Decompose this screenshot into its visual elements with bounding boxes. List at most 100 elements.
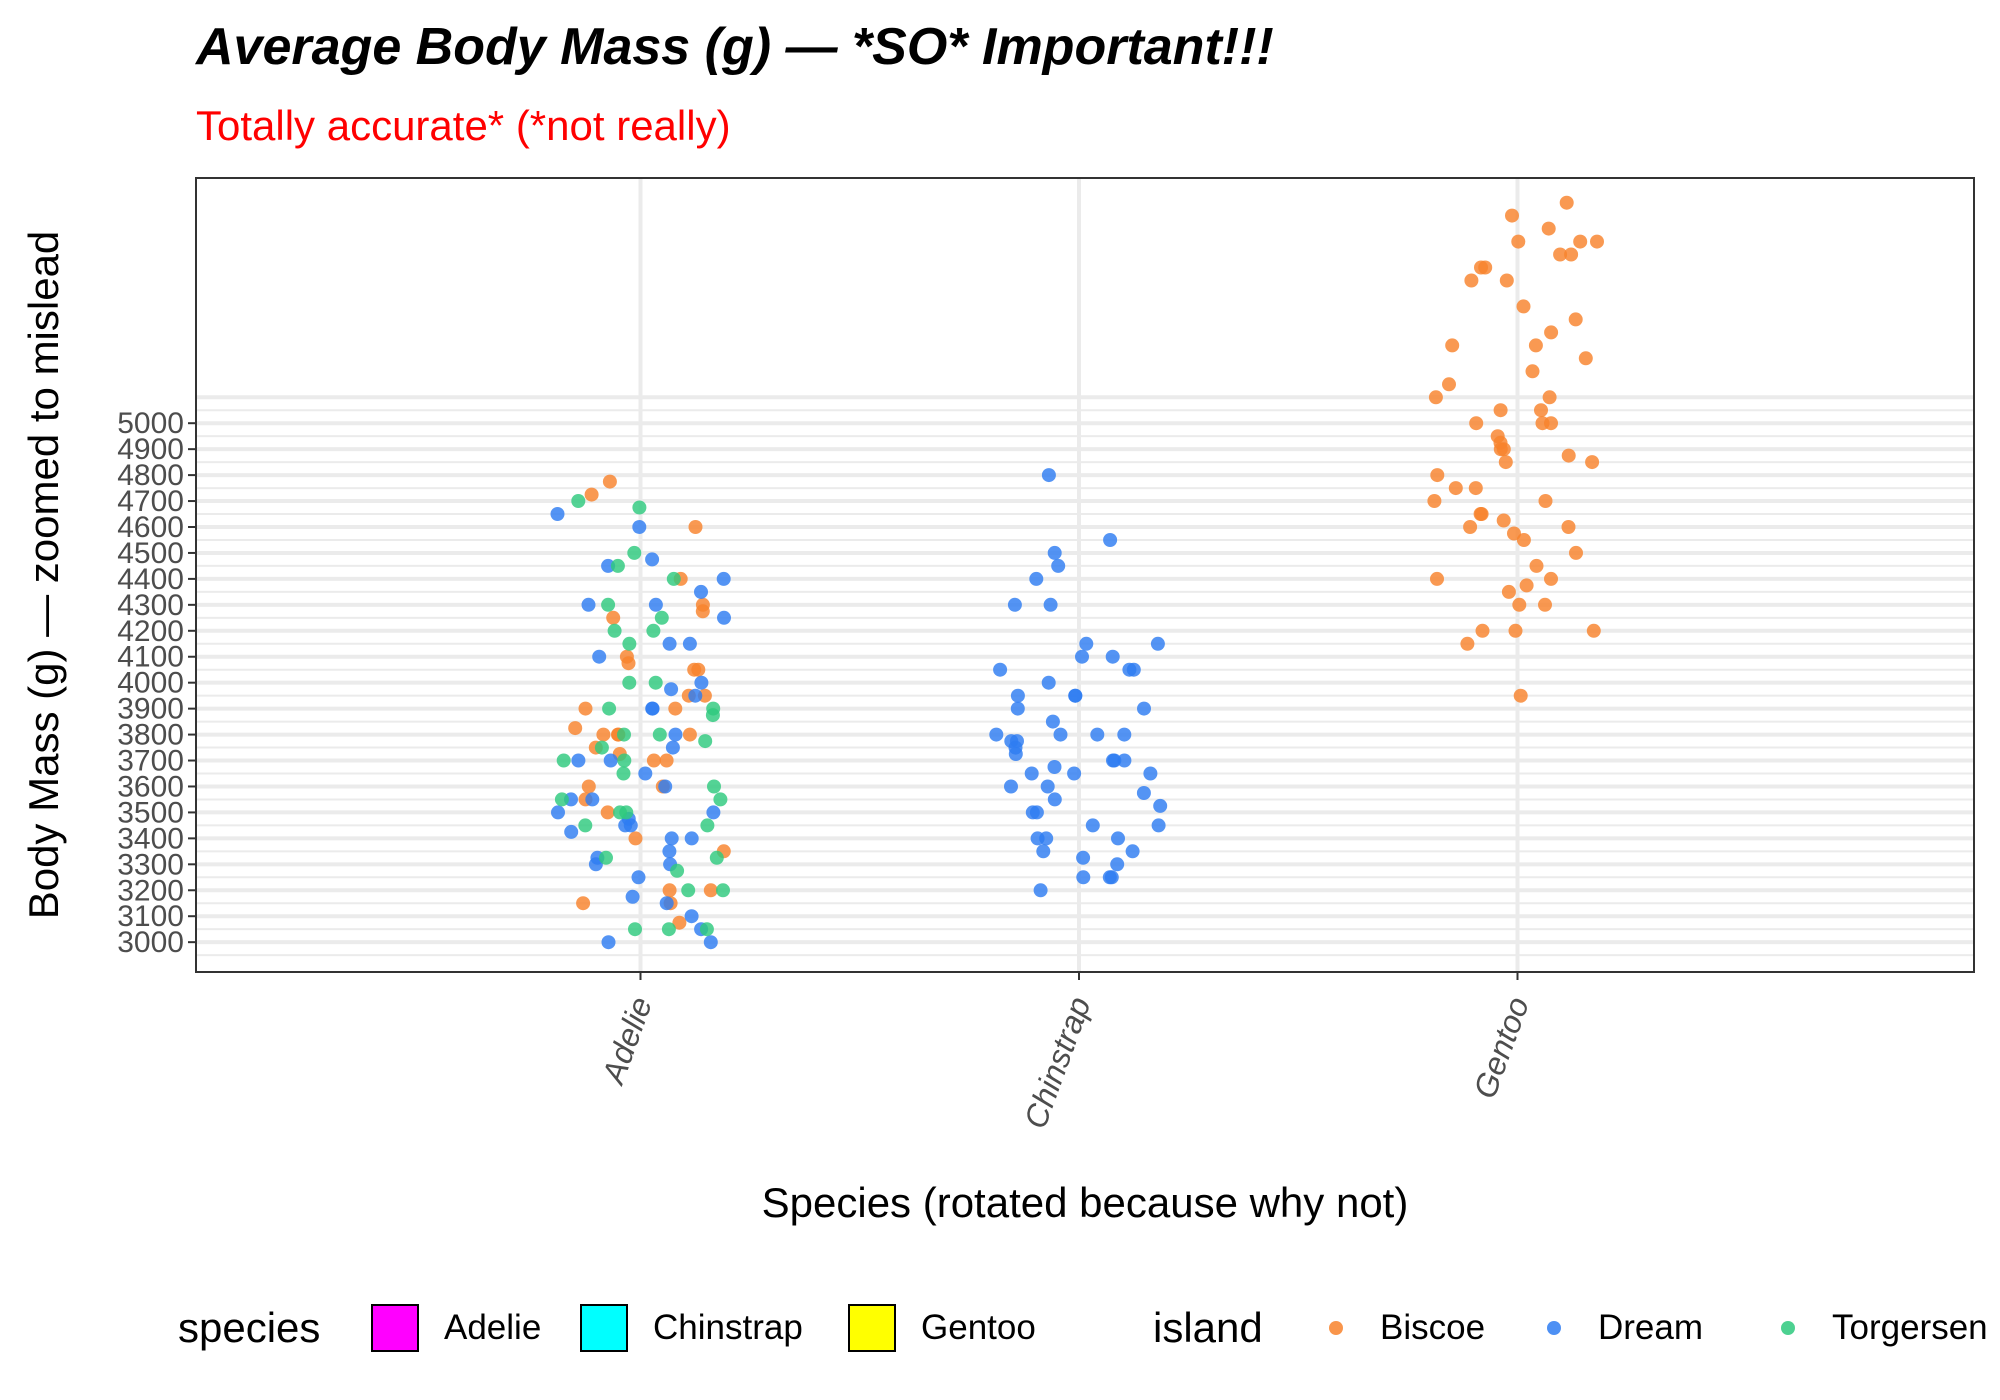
data-point-dream <box>1010 688 1025 703</box>
data-point-dream <box>1024 766 1039 781</box>
data-point-dream <box>1085 818 1100 833</box>
data-point-biscoe <box>1464 273 1479 288</box>
data-point-biscoe <box>1544 325 1559 340</box>
data-point-dream <box>631 870 646 885</box>
data-point-biscoe <box>584 487 599 502</box>
data-point-biscoe <box>688 520 703 534</box>
data-point-biscoe <box>600 805 615 820</box>
data-point-torgersen <box>632 500 647 515</box>
data-point-dream <box>1151 818 1166 833</box>
legend-label-gentoo: Gentoo <box>921 1308 1036 1347</box>
data-point-dream <box>1076 870 1091 885</box>
data-point-dream <box>1117 753 1132 768</box>
data-point-torgersen <box>648 675 663 690</box>
data-point-torgersen <box>699 922 714 937</box>
y-tick-label: 4800 <box>117 459 184 492</box>
data-point-biscoe <box>1505 208 1519 223</box>
data-point-dream <box>668 727 683 742</box>
data-point-biscoe <box>576 896 591 911</box>
data-point-biscoe <box>1430 571 1444 586</box>
legend-label-torgersen: Torgersen <box>1832 1308 1988 1347</box>
data-point-dream <box>706 805 721 820</box>
data-point-biscoe <box>1573 234 1588 249</box>
data-point-torgersen <box>622 636 637 651</box>
data-point-biscoe <box>662 883 677 898</box>
data-point-biscoe <box>646 753 661 768</box>
data-point-biscoe <box>568 721 583 736</box>
data-point-biscoe <box>703 883 718 898</box>
legend-label-biscoe: Biscoe <box>1380 1308 1485 1347</box>
data-point-torgersen <box>601 597 616 612</box>
x-tick-label: Adelie <box>594 992 659 1090</box>
legend-title-island: island <box>1153 1304 1263 1351</box>
data-point-torgersen <box>707 779 721 794</box>
data-points <box>550 195 1604 950</box>
y-tick-label: 3100 <box>117 900 184 933</box>
x-tick-label: Chinstrap <box>1017 992 1098 1133</box>
data-point-biscoe <box>1553 247 1568 262</box>
y-tick-label: 4500 <box>117 537 184 570</box>
data-point-biscoe <box>672 915 687 930</box>
data-point-dream <box>1075 649 1089 664</box>
data-point-biscoe <box>1585 455 1600 470</box>
y-tick-label: 4300 <box>117 589 184 622</box>
legend-key-adelie <box>371 1304 419 1352</box>
y-tick-label: 3700 <box>117 745 184 778</box>
data-point-dream <box>1051 558 1066 573</box>
data-point-torgersen <box>602 701 617 716</box>
data-point-dream <box>1153 798 1168 813</box>
data-point-torgersen <box>613 805 627 820</box>
data-point-dream <box>585 792 600 807</box>
data-point-dream <box>1007 597 1022 612</box>
y-tick-label: 3900 <box>117 693 184 726</box>
data-point-biscoe <box>596 727 611 742</box>
data-point-dream <box>550 507 565 521</box>
data-point-biscoe <box>1561 448 1576 463</box>
data-point-torgersen <box>716 883 730 898</box>
data-point-dream <box>1106 753 1120 768</box>
data-point-biscoe <box>1590 234 1604 249</box>
data-point-dream <box>592 649 607 664</box>
data-point-biscoe <box>1541 221 1556 236</box>
data-point-dream <box>1090 727 1105 742</box>
data-point-torgersen <box>578 818 593 833</box>
data-point-biscoe <box>1473 507 1488 521</box>
data-point-dream <box>1029 805 1044 820</box>
data-point-dream <box>645 552 660 567</box>
data-point-biscoe <box>682 727 697 742</box>
data-point-torgersen <box>654 610 669 625</box>
data-point-biscoe <box>1474 260 1488 275</box>
legend-key-gentoo <box>848 1304 896 1352</box>
plot-border <box>195 177 1975 973</box>
legend-key-biscoe <box>1329 1321 1343 1335</box>
data-point-dream <box>601 935 616 950</box>
data-point-dream <box>1029 571 1044 586</box>
data-point-biscoe <box>1507 526 1521 541</box>
data-point-biscoe <box>1511 234 1526 249</box>
data-point-biscoe <box>1516 299 1531 314</box>
data-point-dream <box>1103 533 1118 547</box>
data-point-dream <box>662 636 677 651</box>
legend-label-chinstrap: Chinstrap <box>653 1308 803 1347</box>
data-point-dream <box>1047 792 1062 807</box>
y-tick-label: 3200 <box>117 874 184 907</box>
x-tick-label: Gentoo <box>1466 992 1536 1103</box>
chart-subtitle: Totally accurate* (*not really) <box>196 102 731 149</box>
data-point-dream <box>1040 779 1055 794</box>
data-point-torgersen <box>628 922 642 937</box>
data-point-dream <box>1041 675 1056 690</box>
data-point-biscoe <box>1513 688 1528 703</box>
data-point-torgersen <box>700 818 715 833</box>
data-point-dream <box>1033 883 1048 898</box>
data-point-biscoe <box>1448 481 1463 496</box>
y-tick-label: 3400 <box>117 822 184 855</box>
data-point-biscoe <box>1508 623 1523 638</box>
data-point-dream <box>716 571 731 586</box>
y-tick-label: 4100 <box>117 641 184 674</box>
y-tick-label: 4000 <box>117 667 184 700</box>
data-point-dream <box>662 844 677 859</box>
data-point-dream <box>1122 662 1137 677</box>
data-point-biscoe <box>1445 338 1460 353</box>
data-point-torgersen <box>610 558 625 573</box>
